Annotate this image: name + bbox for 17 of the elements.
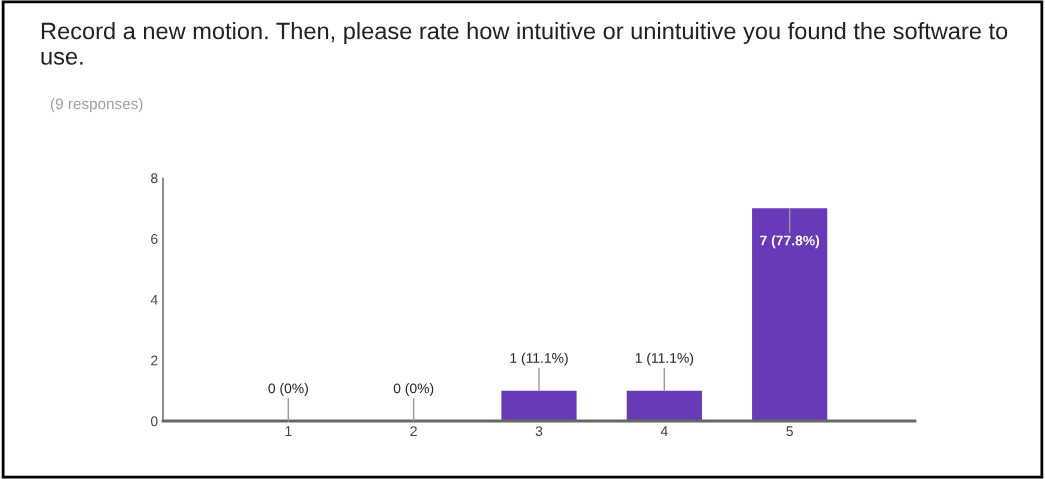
y-tick-label: 8 bbox=[151, 173, 158, 184]
x-tick-label: 2 bbox=[410, 426, 417, 436]
data-label: 1 (11.1%) bbox=[510, 352, 568, 366]
data-label: 0 (0%) bbox=[393, 383, 434, 396]
x-tick-label: 3 bbox=[535, 426, 543, 437]
x-tick-label: 4 bbox=[660, 426, 668, 436]
x-tick-label: 1 bbox=[285, 426, 292, 436]
x-tick-label: 5 bbox=[786, 426, 793, 437]
chart-title: Record a new motion. Then, please rate how intuitive or unintuitive you found the software to use. bbox=[41, 22, 1008, 65]
data-label: 7 (77.8%) bbox=[760, 235, 820, 249]
chart-subtitle: (9 responses) bbox=[50, 98, 143, 113]
y-tick-label: 0 bbox=[150, 416, 158, 427]
data-label: 0 (0%) bbox=[268, 383, 308, 396]
y-tick-label: 4 bbox=[150, 294, 158, 305]
y-tick-label: 2 bbox=[151, 355, 158, 366]
data-label: 1 (11.1%) bbox=[635, 352, 694, 366]
y-tick-label: 6 bbox=[151, 234, 158, 244]
